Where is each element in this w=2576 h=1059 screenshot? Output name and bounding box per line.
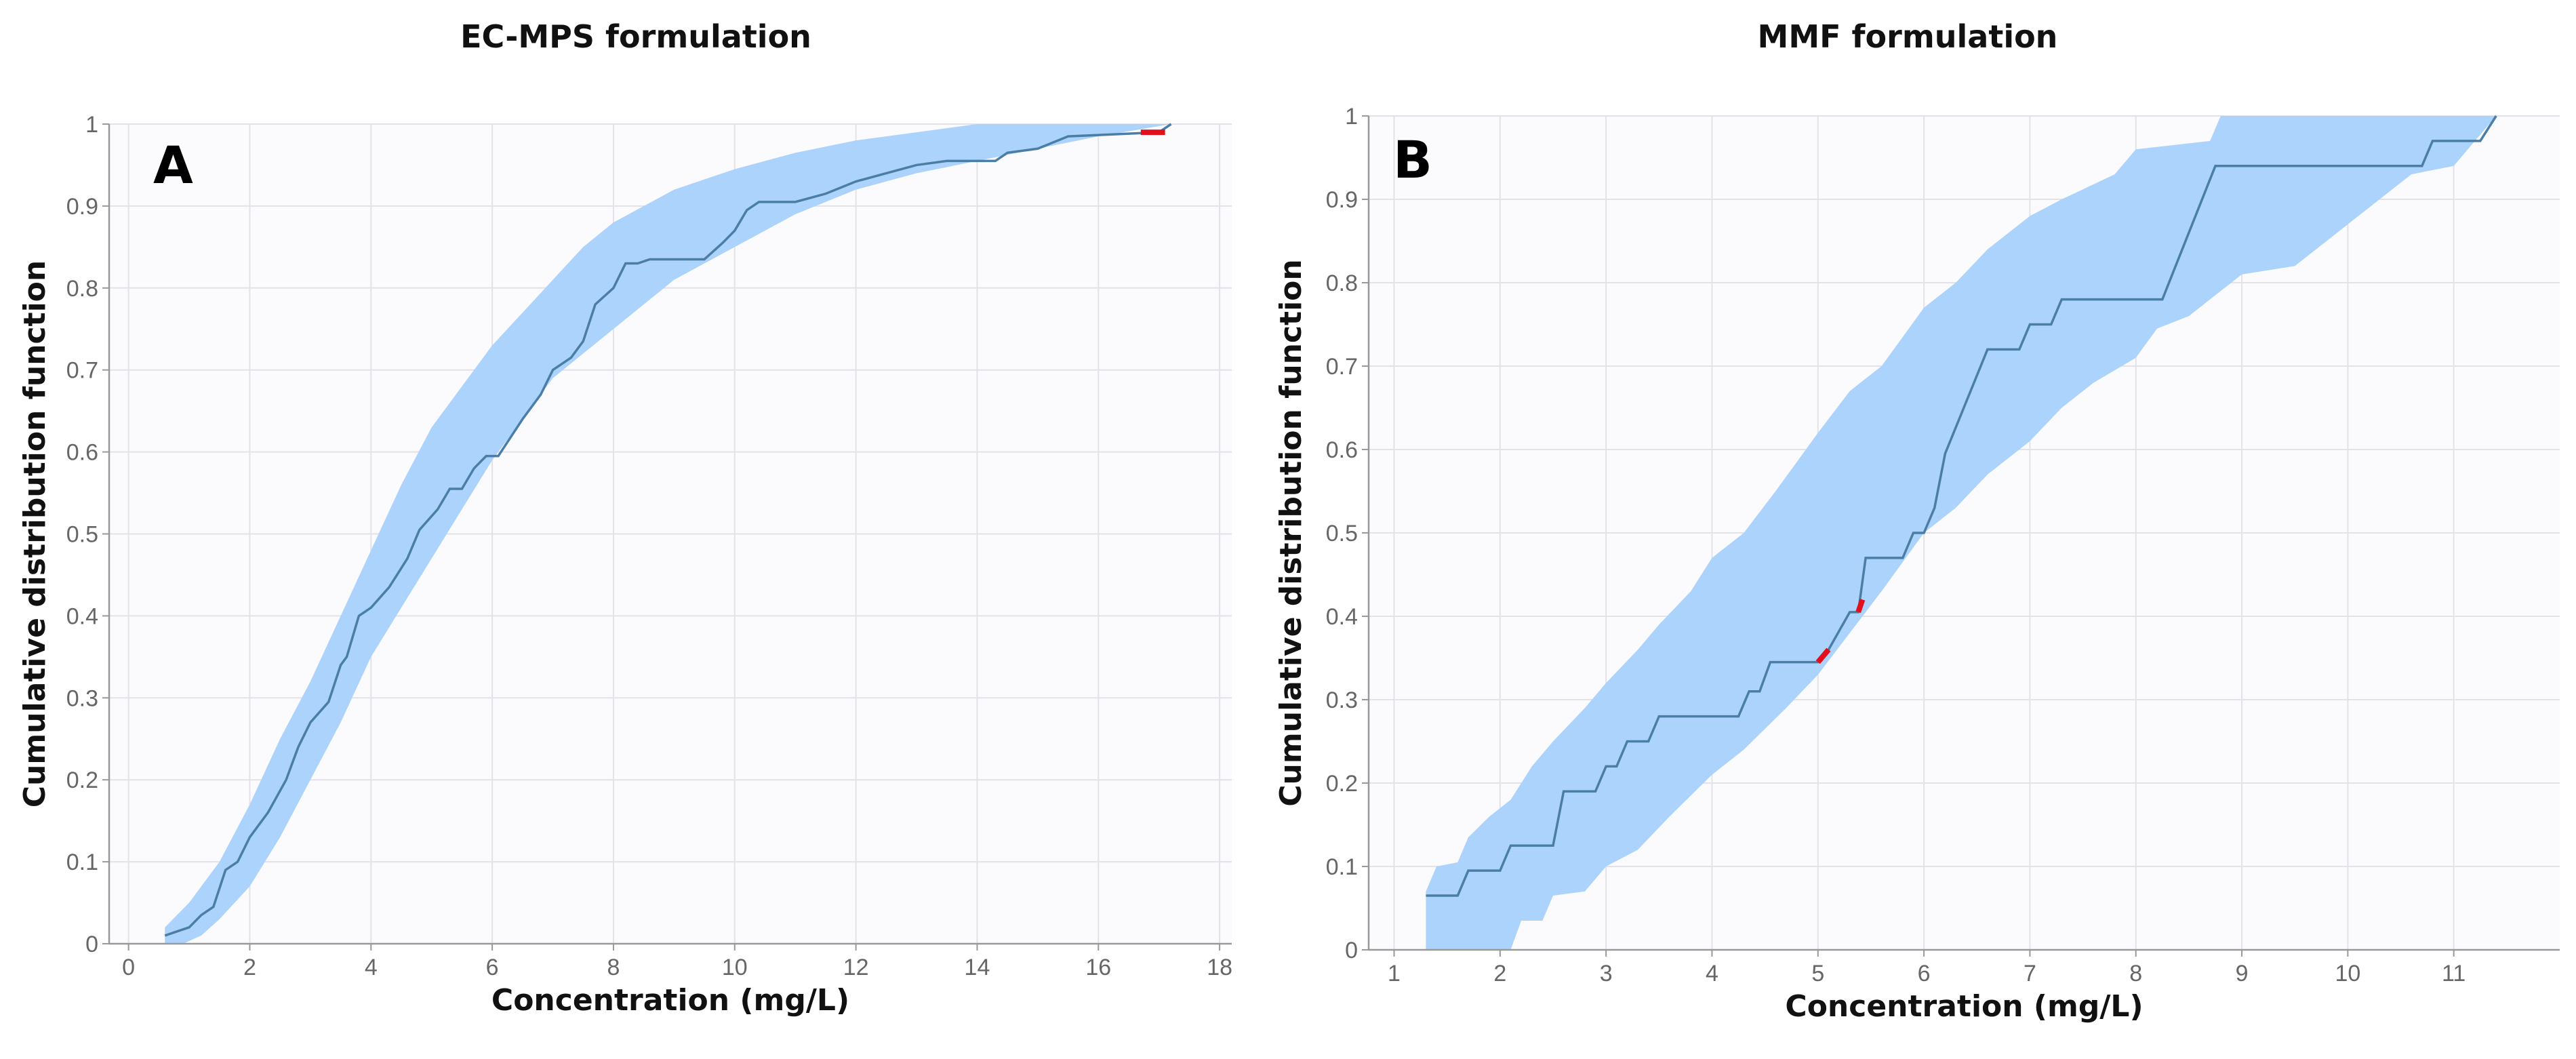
x-tick-label: 9 [2236, 961, 2249, 986]
x-tick-label: 3 [1600, 961, 1613, 986]
y-tick-label: 0.3 [66, 685, 98, 711]
y-tick-label: 0 [85, 932, 98, 957]
outside-ci-marker [1855, 599, 1866, 614]
observed-cdf-line [164, 123, 1172, 937]
x-tick-label: 6 [486, 955, 499, 980]
outside-ci-marker [1815, 647, 1831, 664]
x-tick-label: 10 [2335, 961, 2360, 986]
x-tick-label: 10 [722, 955, 748, 980]
x-tick-label: 2 [243, 955, 256, 980]
y-tick-label: 0.7 [1326, 354, 1358, 380]
y-tick-label: 1 [1345, 104, 1358, 129]
y-tick-label: 0.5 [66, 522, 98, 548]
x-tick-label: 14 [965, 955, 990, 980]
panel-a: EC-MPS formulation 0 2 4 6 8 10 12 14 16 18 0 0.1 0.2… [18, 18, 1232, 1018]
x-tick-label: 4 [1706, 961, 1718, 986]
panel-label: A [153, 135, 193, 195]
y-tick-label: 0.2 [1326, 771, 1358, 797]
x-tick-label: 11 [2442, 961, 2466, 986]
y-tick-label: 0.2 [66, 767, 98, 793]
y-tick-label: 0.9 [66, 194, 98, 220]
confidence-band [1426, 116, 2497, 950]
y-axis-title: Cumulative distribution function [18, 260, 52, 807]
y-tick-label: 0.7 [66, 358, 98, 384]
x-tick-label: 8 [2129, 961, 2142, 986]
x-tick-label: 18 [1207, 955, 1232, 980]
chart-title: MMF formulation [1758, 18, 2058, 55]
x-tick-label: 2 [1493, 961, 1506, 986]
y-tick-label: 0.6 [66, 440, 98, 466]
x-tick-label: 4 [365, 955, 378, 980]
y-tick-label: 0 [1345, 938, 1358, 963]
x-axis-title: Concentration (mg/L) [1785, 989, 2143, 1024]
x-tick-label: 7 [2024, 961, 2036, 986]
panel-label: B [1393, 129, 1432, 190]
y-tick-label: 1 [85, 112, 98, 138]
observed-cdf-line [1426, 115, 2497, 897]
x-tick-label: 0 [122, 955, 135, 980]
y-tick-label: 0.6 [1326, 437, 1358, 463]
y-tick-label: 0.4 [1326, 604, 1358, 630]
x-tick-label: 5 [1811, 961, 1824, 986]
x-tick-label: 16 [1085, 955, 1111, 980]
y-tick-label: 0.4 [66, 603, 98, 629]
y-tick-label: 0.8 [66, 276, 98, 302]
y-tick-label: 0.1 [66, 850, 98, 875]
y-tick-label: 0.8 [1326, 271, 1358, 296]
y-tick-label: 0.9 [1326, 187, 1358, 213]
chart-title: EC-MPS formulation [460, 18, 811, 55]
x-tick-label: 8 [607, 955, 620, 980]
x-tick-label: 12 [843, 955, 869, 980]
y-axis-title: Cumulative distribution function [1274, 259, 1308, 806]
y-tick-label: 0.1 [1326, 854, 1358, 880]
y-tick-label: 0.3 [1326, 687, 1358, 713]
y-tick-label: 0.5 [1326, 521, 1358, 546]
x-axis-title: Concentration (mg/L) [491, 983, 849, 1018]
x-tick-label: 1 [1388, 961, 1401, 986]
panel-b: MMF formulation 1 2 3 4 5 6 7 8 9 10 11 0 0.1 0.2 0.3 0.… [1274, 18, 2560, 1024]
x-tick-label: 6 [1918, 961, 1931, 986]
